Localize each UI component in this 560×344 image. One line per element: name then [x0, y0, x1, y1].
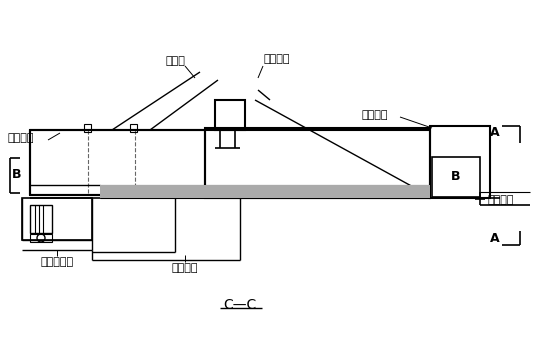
Bar	[130, 124, 137, 132]
Bar	[205, 128, 430, 198]
Bar	[30, 205, 52, 233]
Bar	[215, 100, 245, 130]
Bar	[84, 124, 91, 132]
Text: A: A	[491, 232, 500, 245]
Text: 液压装置: 液压装置	[172, 263, 198, 273]
Text: B: B	[451, 171, 461, 183]
Bar	[430, 126, 490, 198]
Bar	[100, 185, 430, 198]
Text: 工作平台: 工作平台	[487, 195, 514, 205]
Text: B: B	[12, 169, 21, 182]
Bar	[432, 157, 480, 197]
Text: 已浇梁段: 已浇梁段	[8, 133, 35, 143]
Text: 行走钩挂: 行走钩挂	[263, 54, 290, 64]
Text: 斜拉索: 斜拉索	[165, 56, 185, 66]
Bar	[30, 130, 205, 195]
Text: 后锡座系统: 后锡座系统	[40, 257, 73, 267]
Text: C—C: C—C	[223, 298, 256, 312]
Text: 待浇梁段: 待浇梁段	[362, 110, 389, 120]
Bar	[30, 234, 52, 242]
Text: A: A	[491, 127, 500, 140]
Bar	[22, 198, 92, 240]
